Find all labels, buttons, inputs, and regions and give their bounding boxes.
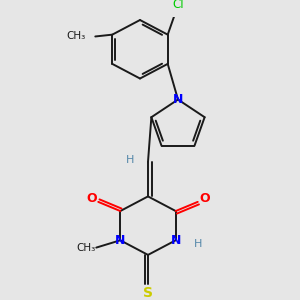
Text: N: N bbox=[173, 93, 183, 106]
Text: S: S bbox=[143, 286, 153, 300]
Text: N: N bbox=[170, 234, 181, 247]
Text: H: H bbox=[194, 239, 202, 249]
Text: O: O bbox=[86, 192, 97, 205]
Text: N: N bbox=[115, 234, 125, 247]
Text: CH₃: CH₃ bbox=[66, 32, 85, 41]
Text: CH₃: CH₃ bbox=[77, 243, 96, 253]
Text: H: H bbox=[126, 155, 134, 165]
Text: O: O bbox=[200, 192, 210, 205]
Text: Cl: Cl bbox=[172, 0, 184, 11]
